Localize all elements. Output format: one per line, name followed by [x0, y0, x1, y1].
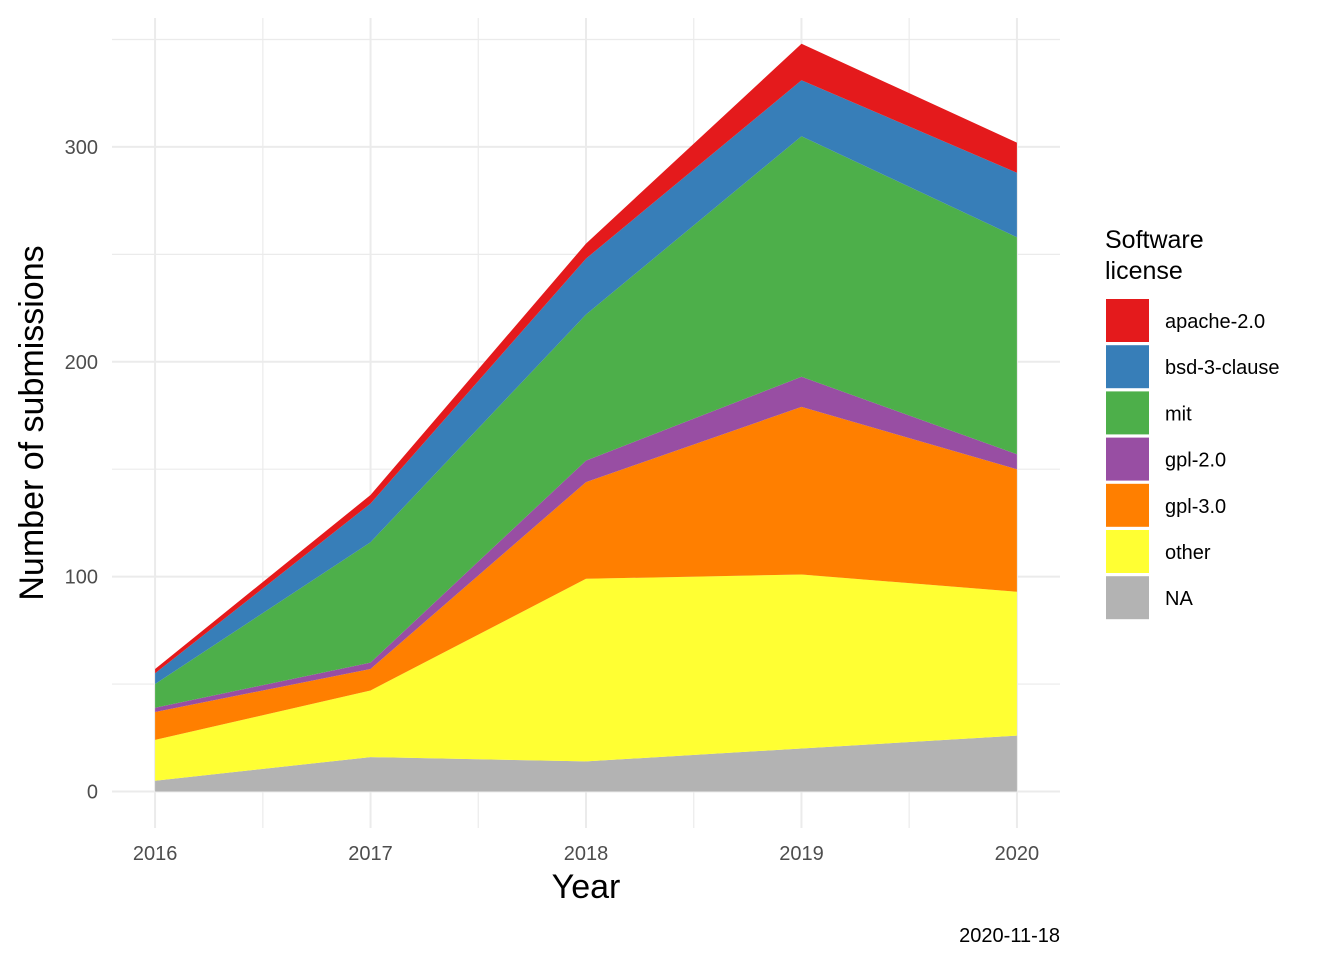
- legend-label-gpl-2-0: gpl-2.0: [1165, 450, 1226, 472]
- legend-label-other: other: [1165, 542, 1211, 564]
- legend-title: license: [1105, 257, 1183, 285]
- x-axis-ticks: 2016 2017 2018 2019 2020: [133, 843, 1039, 865]
- legend-label-na: NA: [1165, 588, 1193, 610]
- y-tick-label: 100: [65, 567, 98, 589]
- legend-swatch-gpl-2-0: [1106, 437, 1149, 481]
- x-tick-label: 2020: [995, 843, 1040, 865]
- area-series: [155, 43, 1017, 792]
- area-mit: [155, 136, 1017, 708]
- area-other: [155, 574, 1017, 781]
- legend-label-apache-2-0: apache-2.0: [1165, 311, 1265, 333]
- area-na: [155, 735, 1017, 792]
- area-gpl-3-0: [155, 406, 1017, 740]
- legend: Software license apache-2.0 bsd-3-clause mit…: [1105, 226, 1280, 620]
- legend-swatch-mit: [1106, 391, 1149, 435]
- legend-label-mit: mit: [1165, 403, 1192, 425]
- y-axis-ticks: 0 100 200 300: [65, 137, 98, 804]
- legend-title: Software: [1105, 226, 1204, 254]
- y-tick-label: 200: [65, 352, 98, 374]
- y-tick-label: 0: [87, 781, 98, 803]
- legend-swatch-bsd-3-clause: [1106, 345, 1149, 389]
- x-tick-label: 2017: [348, 843, 393, 865]
- legend-swatch-other: [1106, 530, 1149, 573]
- x-tick-label: 2016: [133, 843, 178, 865]
- legend-swatch-na: [1106, 576, 1149, 620]
- y-axis-title: Number of submissions: [13, 245, 51, 600]
- x-axis-title: Year: [552, 868, 621, 906]
- x-tick-label: 2019: [779, 843, 824, 865]
- legend-label-bsd-3-clause: bsd-3-clause: [1165, 357, 1280, 379]
- area-apache-2-0: [155, 43, 1017, 674]
- y-tick-label: 300: [65, 137, 98, 159]
- x-tick-label: 2018: [564, 843, 609, 865]
- legend-swatch-gpl-3-0: [1106, 483, 1149, 527]
- area-bsd-3-clause: [155, 80, 1017, 685]
- legend-label-gpl-3-0: gpl-3.0: [1165, 496, 1226, 518]
- caption-date: 2020-11-18: [959, 925, 1060, 947]
- legend-swatch-apache-2-0: [1106, 299, 1149, 342]
